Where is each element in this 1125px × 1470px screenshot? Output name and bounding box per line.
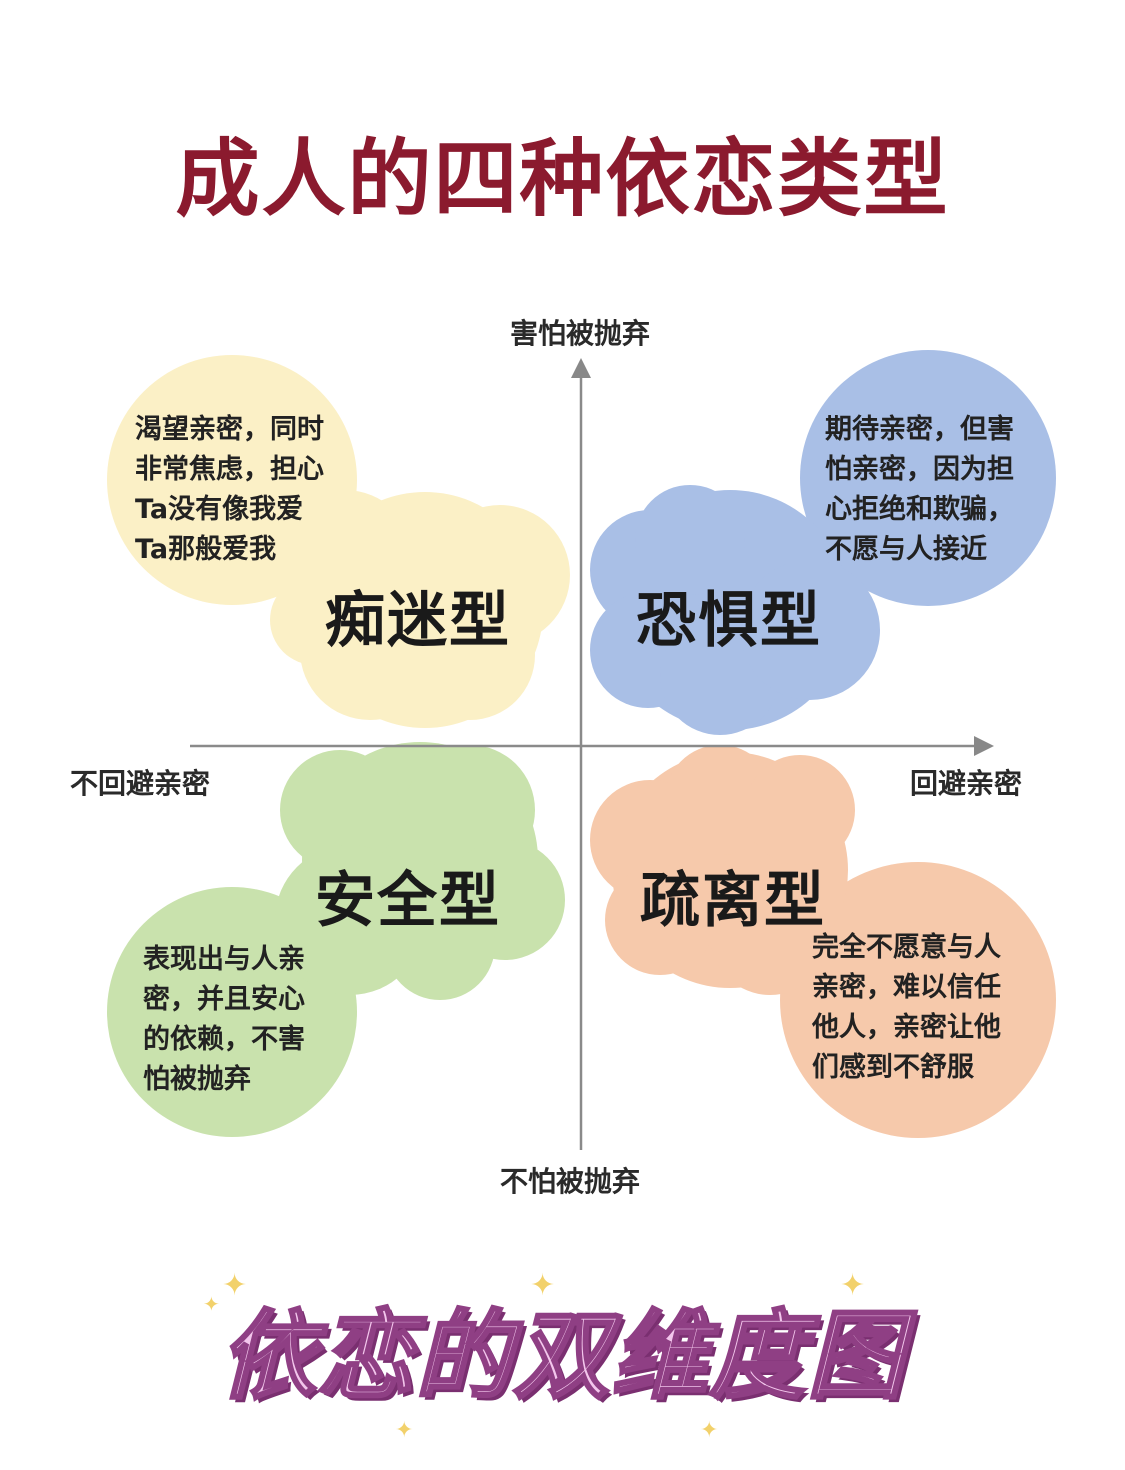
sparkle-icon: ✦ <box>222 1268 248 1303</box>
description-line: 们感到不舒服 <box>812 1052 974 1083</box>
axis-label-right: 回避亲密 <box>910 767 1023 800</box>
description-line: 渴望亲密，同时 <box>135 414 324 445</box>
description-line: 不愿与人接近 <box>825 534 987 565</box>
description-line: Ta没有像我爱 <box>135 494 304 525</box>
description-top-right: 期待亲密，但害 怕亲密，因为担 心拒绝和欺骗， 不愿与人接近 <box>825 410 1014 570</box>
description-line: 亲密，难以信任 <box>812 972 1001 1003</box>
description-line: 怕亲密，因为担 <box>825 454 1014 485</box>
blob-top-left <box>107 355 570 728</box>
description-line: 表现出与人亲 <box>143 944 305 975</box>
description-line: 密，并且安心 <box>143 984 305 1015</box>
axis-label-bottom: 不怕被抛弃 <box>500 1165 641 1198</box>
description-line: 期待亲密，但害 <box>825 414 1014 445</box>
page-title: 成人的四种依恋类型 <box>175 130 950 228</box>
description-line: 怕被抛弃 <box>143 1064 251 1095</box>
description-bottom-left: 表现出与人亲 密，并且安心 的依赖，不害 怕被抛弃 <box>143 940 305 1100</box>
sparkle-icon: ✦ <box>530 1268 556 1303</box>
sparkle-icon: ✦ <box>840 1268 866 1303</box>
description-top-left: 渴望亲密，同时 非常焦虑，担心 Ta没有像我爱 Ta那般爱我 <box>135 410 324 570</box>
type-name-top-right: 恐惧型 <box>636 586 822 656</box>
axis-label-left: 不回避亲密 <box>70 767 211 800</box>
type-name-top-left: 痴迷型 <box>325 586 511 656</box>
blob-top-right <box>590 350 1056 735</box>
sparkle-icon: ✦ <box>203 1292 220 1316</box>
blob-bottom-right <box>590 745 1056 1138</box>
blob-bottom-left <box>107 742 565 1137</box>
description-bottom-right: 完全不愿意与人 亲密，难以信任 他人，亲密让他 们感到不舒服 <box>812 928 1001 1088</box>
description-line: 完全不愿意与人 <box>812 932 1001 963</box>
type-name-bottom-left: 安全型 <box>315 866 501 936</box>
description-line: Ta那般爱我 <box>135 534 277 565</box>
sparkle-icon: ✦ <box>700 1418 719 1443</box>
description-line: 非常焦虑，担心 <box>135 454 324 485</box>
description-line: 心拒绝和欺骗， <box>825 494 1014 525</box>
axis-label-top: 害怕被抛弃 <box>510 317 651 350</box>
footer-title: 依恋的双维度图 <box>218 1299 906 1414</box>
sparkle-icon: ✦ <box>395 1418 414 1443</box>
description-line: 他人，亲密让他 <box>812 1012 1001 1043</box>
type-name-bottom-right: 疏离型 <box>640 866 826 936</box>
description-line: 的依赖，不害 <box>143 1024 305 1055</box>
